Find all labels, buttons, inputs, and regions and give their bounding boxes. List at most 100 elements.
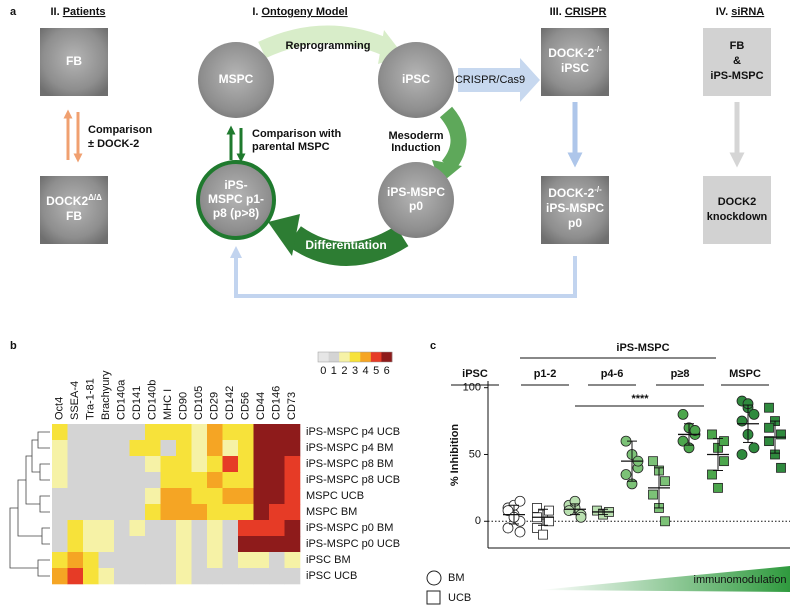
- point: [719, 436, 729, 447]
- label: iPS-MSPC p8 BM: [306, 458, 393, 470]
- heatmap-cell: [207, 568, 223, 585]
- label: FB: [730, 40, 745, 52]
- heatmap-cell: [284, 568, 301, 585]
- label: iPSC BM: [306, 554, 351, 566]
- heatmap-cell: [52, 424, 68, 441]
- heatmap-cell: [191, 504, 208, 521]
- heatmap-cell: [176, 552, 192, 569]
- label: SSEA-4: [69, 381, 81, 420]
- heatmap-cell: [176, 536, 192, 553]
- dendrogram: [37, 431, 50, 449]
- label: p4-6: [601, 368, 624, 380]
- heatmap-cell: [98, 536, 115, 553]
- label: iPS-MSPC: [387, 185, 445, 199]
- heatmap-cell: [160, 552, 177, 569]
- legend-marker: [426, 570, 442, 586]
- point: [677, 435, 689, 447]
- heatmap-cell: [83, 568, 99, 585]
- label: immunomodulation: [694, 574, 787, 586]
- label: CD29: [209, 392, 221, 420]
- heatmap-cell: [238, 456, 254, 473]
- sup: -/-: [594, 45, 602, 54]
- label: Reprogramming: [286, 40, 371, 52]
- label: iPS-MSPC p4 UCB: [306, 426, 400, 438]
- section-title: IV. siRNA: [716, 6, 765, 18]
- label: 6: [384, 365, 390, 377]
- dendrogram: [37, 559, 50, 577]
- label: iPS-MSPC p0 UCB: [306, 538, 400, 550]
- photo: [198, 42, 274, 118]
- heatmap-cell: [129, 552, 146, 569]
- label: MSPC: [219, 72, 254, 86]
- heatmap-cell: [98, 488, 115, 505]
- label: ± DOCK-2: [88, 138, 139, 150]
- label: Differentiation: [305, 238, 386, 252]
- heatmap-cell: [145, 552, 161, 569]
- point: [502, 505, 514, 516]
- label: iPS-MSPC p0 BM: [306, 522, 393, 534]
- label: Comparison with: [252, 128, 342, 140]
- heatmap-cell: [83, 424, 99, 441]
- point: [660, 476, 670, 487]
- arrowhead: [268, 214, 300, 256]
- section-name: Patients: [63, 6, 106, 18]
- point: [620, 469, 632, 480]
- heatmap-cell: [67, 472, 84, 489]
- label: DOCK2Δ/Δ: [46, 193, 102, 209]
- section-title: I. Ontogeny Model: [252, 6, 347, 18]
- dendrogram: [17, 479, 42, 537]
- point: [677, 408, 689, 420]
- section-title: II. Patients: [50, 6, 105, 18]
- heatmap-cell: [207, 504, 223, 521]
- heatmap-cell: [114, 472, 130, 489]
- label: CD140a: [116, 379, 128, 420]
- heatmap-cell: [207, 424, 223, 441]
- label: ****: [631, 393, 649, 405]
- heatmap-cell: [253, 424, 270, 441]
- label: UCB: [448, 592, 471, 604]
- point: [563, 505, 575, 516]
- heatmap-cell: [67, 552, 84, 569]
- dendrogram: [41, 527, 50, 545]
- heatmap-cell: [222, 456, 239, 473]
- label: parental MSPC: [252, 141, 330, 153]
- heatmap-cell: [269, 472, 285, 489]
- heatmap-cell: [222, 504, 239, 521]
- point: [689, 425, 701, 436]
- label: MSPC BM: [306, 506, 357, 518]
- label: 0: [475, 515, 481, 527]
- point: [736, 415, 748, 427]
- heatmap-cell: [238, 552, 254, 569]
- heatmap-cell: [129, 488, 146, 505]
- heatmap-cell: [269, 488, 285, 505]
- label: FB: [66, 54, 82, 68]
- heatmap-cell: [191, 520, 208, 537]
- point: [532, 523, 542, 533]
- heatmap-cell: [222, 520, 239, 537]
- heatmap-cell: [284, 536, 301, 553]
- heatmap-cell: [98, 552, 115, 569]
- heatmap-cell: [160, 456, 177, 473]
- heatmap-cell: [238, 504, 254, 521]
- label: &: [733, 55, 741, 67]
- heatmap-cell: [52, 520, 68, 537]
- label: MSPC UCB: [306, 490, 364, 502]
- photo: [40, 28, 108, 96]
- heatmap-cell: [176, 504, 192, 521]
- point: [736, 449, 748, 460]
- label: p≥8: [671, 368, 690, 380]
- heatmap-cell: [83, 488, 99, 505]
- label: Oct4: [54, 397, 66, 420]
- label: 5: [373, 365, 379, 377]
- heatmap-cell: [145, 536, 161, 553]
- colorbar-cell: [381, 352, 393, 362]
- photo: [541, 176, 609, 244]
- heatmap-cell: [191, 488, 208, 505]
- heatmap-cell: [160, 472, 177, 489]
- label: CD146: [271, 386, 283, 420]
- label: iPS-MSPC p4 BM: [306, 442, 393, 454]
- heatmap-cell: [114, 520, 130, 537]
- label: c: [430, 340, 436, 352]
- heatmap-cell: [98, 520, 115, 537]
